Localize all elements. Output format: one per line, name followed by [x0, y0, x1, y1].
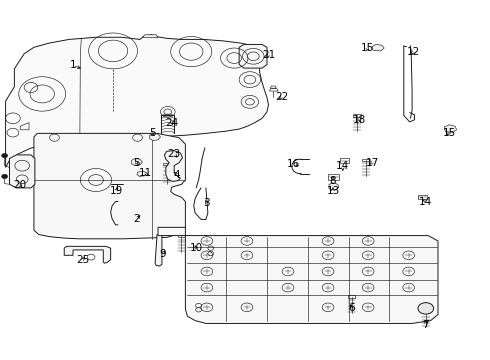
- Text: 9: 9: [160, 248, 166, 258]
- Circle shape: [1, 153, 7, 158]
- Text: 16: 16: [287, 159, 300, 169]
- Text: 13: 13: [326, 186, 340, 197]
- Text: 15: 15: [361, 43, 374, 53]
- Circle shape: [418, 303, 434, 314]
- Text: 11: 11: [139, 168, 152, 178]
- Polygon shape: [239, 44, 267, 68]
- Polygon shape: [150, 134, 160, 140]
- Text: 24: 24: [165, 118, 178, 128]
- Text: 22: 22: [275, 92, 288, 102]
- Text: 19: 19: [109, 186, 122, 197]
- Text: 14: 14: [419, 197, 432, 207]
- Text: 12: 12: [407, 46, 420, 57]
- Text: 5: 5: [149, 129, 155, 138]
- Text: 4: 4: [173, 170, 180, 180]
- Polygon shape: [9, 155, 35, 188]
- Text: 8: 8: [330, 176, 336, 186]
- Text: 25: 25: [76, 255, 89, 265]
- Polygon shape: [444, 125, 457, 133]
- Polygon shape: [158, 227, 438, 323]
- Text: 1: 1: [70, 60, 76, 70]
- Polygon shape: [137, 171, 147, 176]
- Polygon shape: [64, 246, 111, 263]
- Polygon shape: [34, 134, 185, 239]
- Text: 6: 6: [348, 303, 355, 314]
- Polygon shape: [155, 234, 162, 266]
- Polygon shape: [5, 35, 269, 167]
- Text: 21: 21: [262, 50, 275, 60]
- Text: 2: 2: [133, 215, 140, 224]
- Text: 7: 7: [422, 320, 429, 330]
- Text: 3: 3: [203, 198, 210, 208]
- Text: 15: 15: [442, 128, 456, 138]
- Text: 17: 17: [366, 158, 379, 168]
- Text: 23: 23: [168, 149, 181, 159]
- Text: 14: 14: [336, 161, 349, 171]
- Text: 20: 20: [14, 180, 27, 190]
- Polygon shape: [329, 183, 339, 190]
- Polygon shape: [372, 44, 384, 51]
- Text: 5: 5: [133, 158, 140, 168]
- Polygon shape: [164, 150, 182, 181]
- Circle shape: [1, 174, 7, 179]
- Polygon shape: [143, 35, 158, 38]
- Polygon shape: [132, 158, 143, 166]
- Text: 18: 18: [353, 115, 367, 125]
- Text: 10: 10: [190, 243, 203, 253]
